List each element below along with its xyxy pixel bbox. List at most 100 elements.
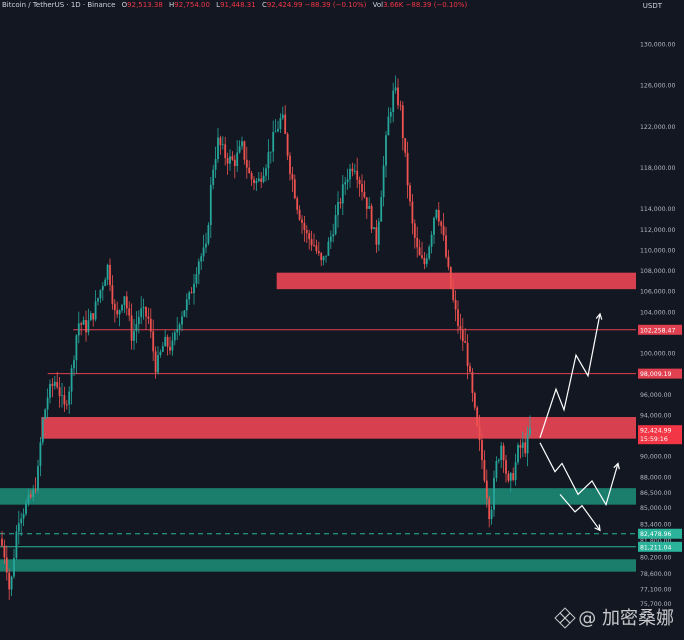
candle-body xyxy=(353,170,356,172)
candle xyxy=(214,146,217,179)
candle-body xyxy=(322,256,325,261)
candle xyxy=(221,136,224,150)
projection-arrow-0 xyxy=(539,313,601,438)
candle xyxy=(529,415,531,438)
candle-body xyxy=(464,341,467,343)
candle xyxy=(490,505,493,525)
candle-body xyxy=(375,227,378,245)
candle xyxy=(478,414,481,451)
candle xyxy=(8,568,11,600)
candle-body xyxy=(190,292,193,294)
level-label-3: 81,211.04 xyxy=(640,544,672,551)
candle xyxy=(272,120,275,162)
candle xyxy=(361,174,363,201)
candle-body xyxy=(437,209,440,222)
candle-body xyxy=(425,258,428,265)
projection-arrow-head-0 xyxy=(595,312,603,320)
candle xyxy=(159,349,162,358)
candle-body xyxy=(377,221,380,245)
candle xyxy=(49,379,51,404)
candle-body xyxy=(248,167,251,174)
change-value: −88.39 (−0.10%) xyxy=(304,1,367,9)
candle-body xyxy=(49,383,51,398)
candle-body xyxy=(61,395,63,397)
candle xyxy=(61,382,63,408)
axis-tick-label: 110,000.00 xyxy=(640,247,675,254)
candle xyxy=(289,152,291,181)
candle xyxy=(166,334,169,356)
candle xyxy=(73,355,75,377)
candle xyxy=(104,277,107,287)
candle xyxy=(505,454,507,483)
candle xyxy=(437,202,440,226)
candle-body xyxy=(157,355,159,373)
candle xyxy=(406,141,409,199)
axis-tick-label: 130,000.00 xyxy=(640,41,675,48)
candle xyxy=(457,300,459,334)
projection-arrows xyxy=(539,312,620,532)
candle xyxy=(433,216,435,245)
candle xyxy=(493,470,495,517)
candle xyxy=(428,244,431,261)
candle-body xyxy=(301,219,303,223)
candle xyxy=(514,453,517,486)
candle-body xyxy=(457,309,459,326)
candle-body xyxy=(243,141,246,160)
candle-body xyxy=(418,247,421,256)
candle xyxy=(476,405,479,428)
candle xyxy=(121,304,123,313)
candle xyxy=(430,231,433,254)
candle-body xyxy=(368,205,371,209)
candle xyxy=(262,167,265,184)
projection-arrow-head-2 xyxy=(594,524,601,532)
candle xyxy=(253,176,255,191)
candle xyxy=(394,75,397,94)
candle-body xyxy=(130,315,133,341)
axis-tick-label: 88,000.00 xyxy=(640,474,672,481)
candle xyxy=(46,388,49,419)
candle xyxy=(401,101,404,151)
candle xyxy=(238,140,241,154)
candle xyxy=(44,408,47,420)
candle xyxy=(373,227,375,230)
axis-tick-label: 83,400.00 xyxy=(640,522,672,529)
candle-body xyxy=(433,217,435,235)
candle xyxy=(301,215,303,234)
price-axis[interactable]: 130,000.00 126,000.00 122,000.00 118,000.00… xyxy=(636,0,684,640)
candle-body xyxy=(452,287,455,300)
candle-body xyxy=(356,170,359,180)
candle xyxy=(200,253,203,270)
candle-body xyxy=(123,296,126,305)
candle xyxy=(274,119,277,133)
candle xyxy=(377,218,380,252)
candle xyxy=(92,312,95,327)
candle-body xyxy=(529,427,531,435)
axis-tick-label: 96,000.00 xyxy=(640,392,672,399)
candle-body xyxy=(41,418,44,443)
candle-body xyxy=(106,264,109,280)
candle-body xyxy=(22,513,25,519)
candle xyxy=(70,364,73,405)
candle-body xyxy=(89,313,92,321)
candle xyxy=(85,310,87,342)
candle xyxy=(188,290,191,305)
candle-body xyxy=(526,434,529,454)
candle-body xyxy=(284,114,287,134)
candle-body xyxy=(154,351,157,373)
candle xyxy=(349,164,351,188)
candle-body xyxy=(514,462,517,480)
candle xyxy=(517,442,519,465)
candle-body xyxy=(279,118,282,130)
candle xyxy=(32,484,35,502)
candle-body xyxy=(315,245,318,252)
candle-body xyxy=(466,342,469,367)
candle xyxy=(236,140,239,173)
candle xyxy=(445,226,447,259)
candle-body xyxy=(500,445,503,460)
candle xyxy=(193,273,195,305)
candle xyxy=(368,197,371,209)
candle-body xyxy=(272,132,275,152)
axis-tick-label: 108,000.00 xyxy=(640,268,675,275)
candle-body xyxy=(15,531,18,558)
